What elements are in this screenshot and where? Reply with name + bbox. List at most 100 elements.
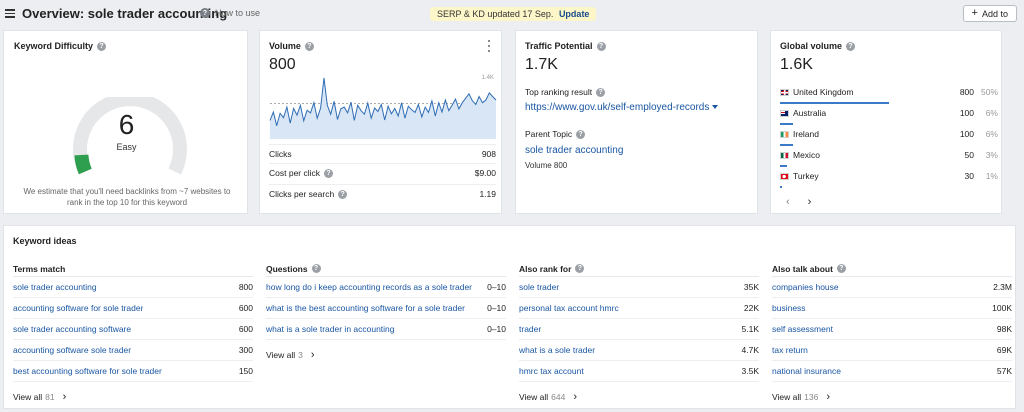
country-volume: 100 xyxy=(959,129,974,139)
volume-trend-chart[interactable]: 1.4K xyxy=(268,69,498,173)
keyword-difficulty-title: Keyword Difficulty ? xyxy=(14,41,107,51)
keyword-link[interactable]: tax return xyxy=(772,345,808,355)
help-icon[interactable]: ? xyxy=(846,41,856,51)
view-all-label: View all xyxy=(266,350,296,360)
country-share-bar xyxy=(780,144,794,146)
metric-label-wrap: Clicks per search ? xyxy=(269,189,348,199)
table-row: accounting software sole trader 300 xyxy=(13,340,253,361)
table-row: companies house 2.3M xyxy=(772,277,1012,298)
top-ranking-url: https://www.gov.uk/self-employed-records xyxy=(525,102,710,113)
keyword-link[interactable]: how long do i keep accounting records as… xyxy=(266,282,473,292)
help-icon[interactable]: ? xyxy=(596,87,606,97)
keyword-volume: 150 xyxy=(238,366,253,376)
update-link[interactable]: Update xyxy=(558,9,590,19)
keyword-link[interactable]: what is the best accounting software for… xyxy=(266,303,465,313)
view-all-also-talk-about-link[interactable]: View all 136 › xyxy=(772,391,830,403)
keyword-ideas-title: Keyword ideas xyxy=(13,236,77,246)
keyword-link[interactable]: what is a sole trader in accounting xyxy=(266,324,395,334)
parent-topic-link[interactable]: sole trader accounting xyxy=(525,145,624,156)
country-row-united-kingdom[interactable]: United Kingdom 800 50% xyxy=(780,84,998,105)
volume-title: Volume ? xyxy=(269,41,314,51)
keyword-link[interactable]: business xyxy=(772,303,806,313)
add-to-button[interactable]: + Add to xyxy=(962,5,1017,22)
keyword-volume: 0–10 xyxy=(487,282,506,292)
country-row-turkey[interactable]: Turkey 30 1% xyxy=(780,168,998,189)
keyword-volume: 57K xyxy=(996,366,1012,376)
chevron-right-icon: › xyxy=(573,391,577,403)
keyword-volume: 800 xyxy=(238,282,253,292)
add-to-label: Add to xyxy=(981,8,1008,19)
help-icon[interactable]: ? xyxy=(575,264,585,273)
ireland-flag-icon xyxy=(780,131,789,138)
keyword-link[interactable]: self assessment xyxy=(772,324,833,334)
table-row: what is a sole trader in accounting 0–10 xyxy=(266,319,506,340)
difficulty-description: We estimate that you'll need backlinks f… xyxy=(23,187,231,207)
keyword-link[interactable]: personal tax account hmrc xyxy=(519,303,619,313)
help-icon[interactable]: ? xyxy=(836,264,846,273)
keyword-link[interactable]: hmrc tax account xyxy=(519,366,584,376)
parent-topic-label: Parent Topic xyxy=(525,129,573,139)
top-ranking-url-link[interactable]: https://www.gov.uk/self-employed-records xyxy=(525,102,719,113)
chevron-right-icon: › xyxy=(310,349,315,361)
country-name: Turkey xyxy=(793,171,819,181)
keyword-difficulty-card: Keyword Difficulty ? 6 Easy We estimate … xyxy=(3,30,248,214)
column-heading-label: Also rank for xyxy=(519,263,572,274)
column-heading: Questions ? xyxy=(266,261,506,277)
view-all-also-rank-for-link[interactable]: View all 644 › xyxy=(519,391,577,403)
table-row: what is the best accounting software for… xyxy=(266,298,506,319)
column-heading-label: Also talk about xyxy=(772,263,833,274)
mexico-flag-icon xyxy=(780,152,789,159)
global-volume-label: Global volume xyxy=(780,41,843,51)
table-row: what is a sole trader 4.7K xyxy=(519,340,759,361)
keyword-volume: 5.1K xyxy=(741,324,760,334)
keyword-link[interactable]: sole trader accounting xyxy=(13,282,97,292)
keyword-link[interactable]: trader xyxy=(519,324,542,334)
header-bar: Overview: sole trader accounting ? How t… xyxy=(0,0,1024,28)
keyword-link[interactable]: accounting software for sole trader xyxy=(13,303,144,313)
metric-row-cpc: Cost per click ? $9.00 xyxy=(269,163,496,182)
country-name: Ireland xyxy=(793,129,819,139)
country-volume: 30 xyxy=(964,171,974,181)
how-to-use-link[interactable]: ? How to use xyxy=(200,8,260,18)
help-icon[interactable]: ? xyxy=(304,41,314,51)
keyword-link[interactable]: accounting software sole trader xyxy=(13,345,132,355)
keyword-volume: 0–10 xyxy=(487,303,506,313)
more-options-icon[interactable] xyxy=(488,40,492,52)
terms-match-column: Terms match sole trader accounting 800 ac… xyxy=(13,261,253,382)
country-row-ireland[interactable]: Ireland 100 6% xyxy=(780,126,998,147)
keyword-link[interactable]: sole trader xyxy=(519,282,560,292)
keyword-link[interactable]: what is a sole trader xyxy=(519,345,596,355)
chevron-left-icon[interactable]: ‹ xyxy=(786,196,790,208)
help-icon[interactable]: ? xyxy=(97,41,107,51)
volume-area xyxy=(270,77,496,139)
country-share-bar xyxy=(780,102,889,104)
country-row-australia[interactable]: Australia 100 6% xyxy=(780,105,998,126)
view-all-terms-match-link[interactable]: View all 81 › xyxy=(13,391,66,403)
keyword-link[interactable]: companies house xyxy=(772,282,839,292)
help-icon[interactable]: ? xyxy=(596,41,606,51)
serp-notice-text: SERP & KD updated 17 Sep. xyxy=(437,9,554,19)
country-volume: 100 xyxy=(959,108,974,118)
chevron-right-icon[interactable]: › xyxy=(807,196,812,208)
top-ranking-label: Top ranking result xyxy=(525,87,593,97)
help-icon[interactable]: ? xyxy=(576,129,586,139)
country-percent: 3% xyxy=(985,150,998,160)
help-icon[interactable]: ? xyxy=(338,189,348,199)
view-all-questions-link[interactable]: View all 3 › xyxy=(266,349,315,361)
help-icon[interactable]: ? xyxy=(311,264,321,273)
keyword-link[interactable]: sole trader accounting software xyxy=(13,324,132,334)
keyword-link[interactable]: best accounting software for sole trader xyxy=(13,366,162,376)
country-share-bar xyxy=(780,186,783,188)
plus-icon: + xyxy=(971,7,978,19)
global-volume-title: Global volume ? xyxy=(780,41,856,51)
country-row-mexico[interactable]: Mexico 50 3% xyxy=(780,147,998,168)
country-name: Mexico xyxy=(793,150,820,160)
hamburger-menu-icon[interactable] xyxy=(5,9,15,18)
serp-update-badge: SERP & KD updated 17 Sep. Update xyxy=(430,7,597,21)
keyword-link[interactable]: national insurance xyxy=(772,366,841,376)
column-heading-label: Questions xyxy=(266,263,308,274)
table-row: hmrc tax account 3.5K xyxy=(519,361,759,382)
australia-flag-icon xyxy=(780,110,789,117)
help-icon[interactable]: ? xyxy=(324,168,334,178)
volume-series-line xyxy=(269,77,497,126)
